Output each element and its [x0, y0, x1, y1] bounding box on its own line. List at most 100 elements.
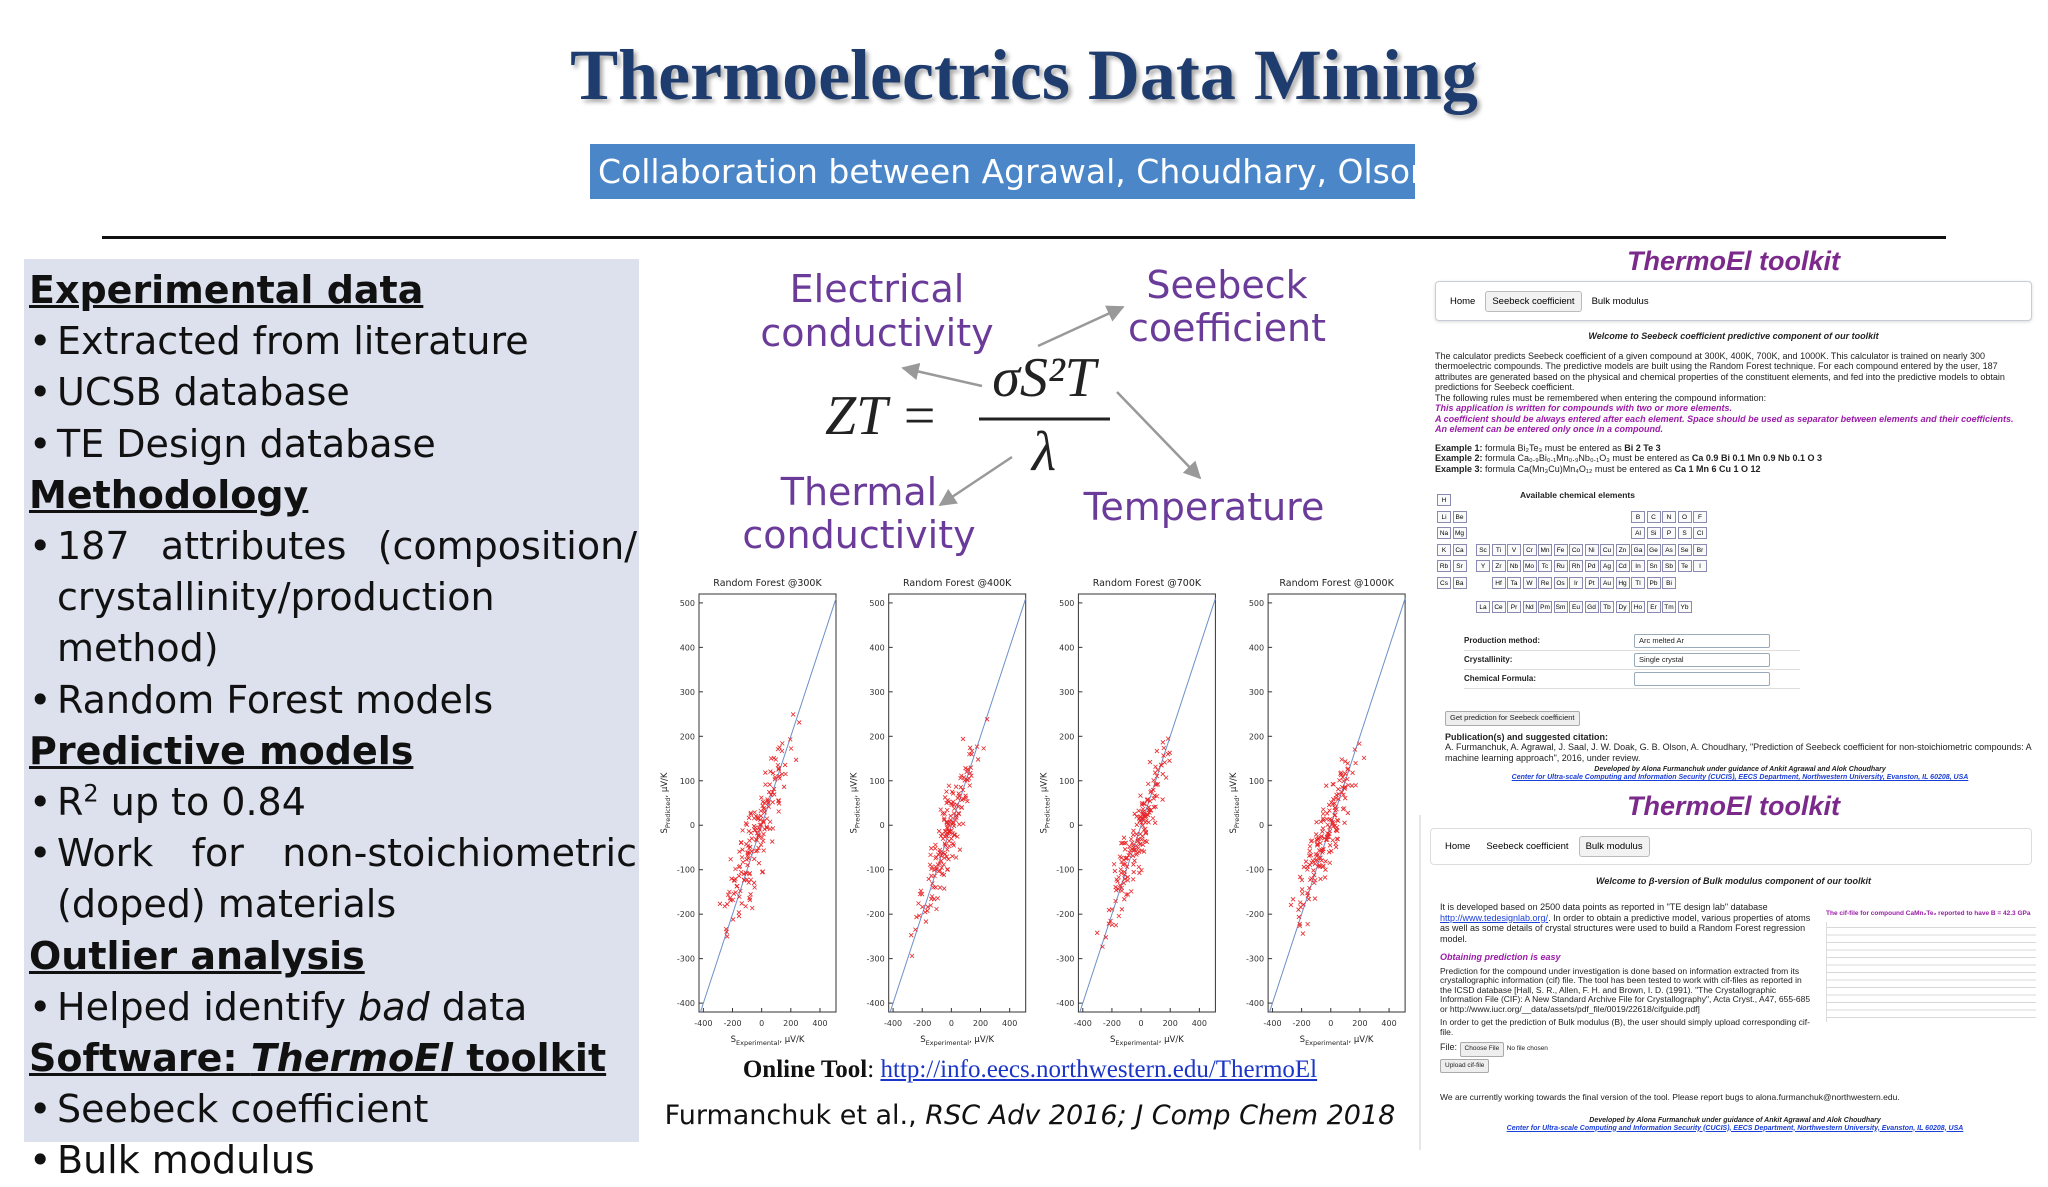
element-cell[interactable]: Ru — [1553, 560, 1568, 572]
nav-tab[interactable]: Home — [1450, 295, 1476, 307]
element-cell[interactable]: Sn — [1646, 560, 1661, 572]
file-row: File: Choose File No file chosen — [1440, 1042, 1815, 1057]
element-cell[interactable]: O — [1677, 510, 1692, 523]
element-cell[interactable]: Tb — [1600, 601, 1614, 613]
element-cell[interactable]: La — [1476, 601, 1490, 613]
element-cell[interactable]: Sc — [1476, 543, 1490, 556]
element-cell[interactable]: Pd — [1584, 560, 1599, 572]
element-cell[interactable]: H — [1437, 494, 1451, 506]
element-cell[interactable]: Se — [1677, 543, 1692, 556]
element-cell[interactable]: P — [1662, 527, 1676, 539]
text-input[interactable] — [1634, 672, 1770, 686]
element-cell[interactable]: C — [1646, 510, 1661, 523]
element-cell[interactable]: Os — [1553, 576, 1568, 589]
nav-tab[interactable]: Seebeck coefficient — [1485, 290, 1582, 312]
element-cell[interactable]: Co — [1569, 543, 1583, 556]
scatter-glyph — [772, 777, 778, 782]
nav-tab[interactable]: Bulk modulus — [1591, 295, 1649, 307]
element-cell[interactable]: Sb — [1662, 560, 1676, 572]
submit-button[interactable]: Get prediction for Seebeck coefficient — [1445, 711, 1580, 726]
element-cell[interactable]: Ba — [1452, 576, 1467, 589]
element-cell[interactable]: Ti — [1491, 543, 1506, 556]
element-cell[interactable]: Cl — [1693, 527, 1707, 539]
element-cell[interactable]: Tm — [1662, 601, 1676, 613]
element-cell[interactable]: Ga — [1631, 543, 1645, 556]
element-cell[interactable]: Y — [1476, 560, 1490, 572]
element-cell[interactable]: Mo — [1522, 560, 1537, 572]
element-cell[interactable]: Eu — [1569, 601, 1583, 613]
element-cell[interactable]: N — [1662, 510, 1676, 523]
element-cell[interactable]: Yb — [1677, 601, 1692, 613]
element-cell[interactable]: Rb — [1437, 560, 1451, 572]
element-cell[interactable]: Sr — [1452, 560, 1467, 572]
element-cell[interactable]: Tl — [1631, 576, 1645, 589]
link[interactable]: http://info.eecs.northwestern.edu/Thermo… — [880, 1056, 1318, 1083]
element-cell[interactable]: I — [1693, 560, 1707, 572]
dropdown[interactable]: Single crystal — [1634, 653, 1770, 667]
element-cell[interactable]: Na — [1437, 527, 1451, 539]
element-cell[interactable]: Ag — [1600, 560, 1614, 572]
element-cell[interactable]: Mg — [1452, 527, 1467, 539]
element-cell[interactable]: V — [1507, 543, 1521, 556]
element-cell[interactable]: As — [1662, 543, 1676, 556]
element-cell[interactable]: Rh — [1569, 560, 1583, 572]
nav-tab[interactable]: Seebeck coefficient — [1486, 841, 1569, 852]
scatter-glyph — [744, 877, 750, 882]
nav-tab[interactable]: Home — [1445, 841, 1471, 852]
element-cell[interactable]: Te — [1677, 560, 1692, 572]
element-cell[interactable]: Ta — [1507, 576, 1521, 589]
element-cell[interactable]: Pb — [1646, 576, 1661, 589]
element-cell[interactable]: Bi — [1662, 576, 1676, 589]
element-cell[interactable]: B — [1631, 510, 1645, 523]
element-cell[interactable]: Mn — [1538, 543, 1552, 556]
element-cell[interactable]: Tc — [1538, 560, 1552, 572]
element-cell[interactable]: Zr — [1491, 560, 1506, 572]
element-cell[interactable]: Ce — [1491, 601, 1506, 613]
element-cell[interactable]: Cd — [1615, 560, 1630, 572]
element-cell[interactable]: Er — [1646, 601, 1661, 613]
element-cell[interactable]: Ca — [1452, 543, 1467, 556]
nav-tab[interactable]: Bulk modulus — [1578, 836, 1650, 857]
choose-file[interactable]: Choose File — [1459, 1042, 1505, 1057]
element-cell[interactable]: S — [1677, 527, 1692, 539]
element-cell[interactable]: Sm — [1553, 601, 1568, 613]
element-cell[interactable]: Ir — [1569, 576, 1583, 589]
element-cell[interactable]: Ge — [1646, 543, 1661, 556]
element-cell[interactable]: Pr — [1507, 601, 1521, 613]
dropdown[interactable]: Arc melted Ar — [1634, 634, 1770, 648]
credit-link[interactable]: Center for Ultra-scale Computing and Inf… — [1506, 1124, 1964, 1132]
element-cell[interactable]: Cr — [1522, 543, 1537, 556]
scatter-glyph — [744, 822, 750, 828]
element-cell[interactable]: Hf — [1491, 576, 1506, 589]
element-cell[interactable]: Nb — [1507, 560, 1521, 572]
element-cell[interactable]: K — [1437, 543, 1451, 556]
element-cell[interactable]: In — [1631, 560, 1645, 572]
element-cell[interactable]: W — [1522, 576, 1537, 589]
element-cell[interactable]: Re — [1538, 576, 1552, 589]
scatter-glyph — [738, 869, 744, 875]
upload-button[interactable]: Upload cif-file — [1440, 1058, 1490, 1073]
element-cell[interactable]: Ho — [1631, 601, 1645, 613]
element-cell[interactable]: Al — [1631, 527, 1645, 539]
element-cell[interactable]: Li — [1437, 510, 1451, 523]
element-cell[interactable]: Gd — [1584, 601, 1599, 613]
element-cell[interactable]: Ni — [1584, 543, 1599, 556]
element-cell[interactable]: Be — [1452, 510, 1467, 523]
link[interactable]: http://www.tedesignlab.org/ — [1440, 912, 1549, 923]
credit-link[interactable]: Center for Ultra-scale Computing and Inf… — [1511, 774, 1969, 781]
element-cell[interactable]: Hg — [1615, 576, 1630, 589]
y-tick-label: 300 — [1249, 688, 1264, 697]
element-cell[interactable]: F — [1693, 510, 1707, 523]
element-cell[interactable]: Cs — [1437, 576, 1451, 589]
element-cell[interactable]: Fe — [1553, 543, 1568, 556]
element-cell[interactable]: Pm — [1538, 601, 1552, 613]
element-cell[interactable]: Cu — [1600, 543, 1614, 556]
element-cell[interactable]: Br — [1693, 543, 1707, 556]
element-cell[interactable]: Dy — [1615, 601, 1630, 613]
element-cell[interactable]: Pt — [1584, 576, 1599, 589]
element-cell[interactable]: Au — [1600, 576, 1614, 589]
element-cell[interactable]: Nd — [1522, 601, 1537, 613]
element-cell[interactable]: Zn — [1615, 543, 1630, 556]
label: Example 1: — [1435, 442, 1483, 453]
element-cell[interactable]: Si — [1646, 527, 1661, 539]
